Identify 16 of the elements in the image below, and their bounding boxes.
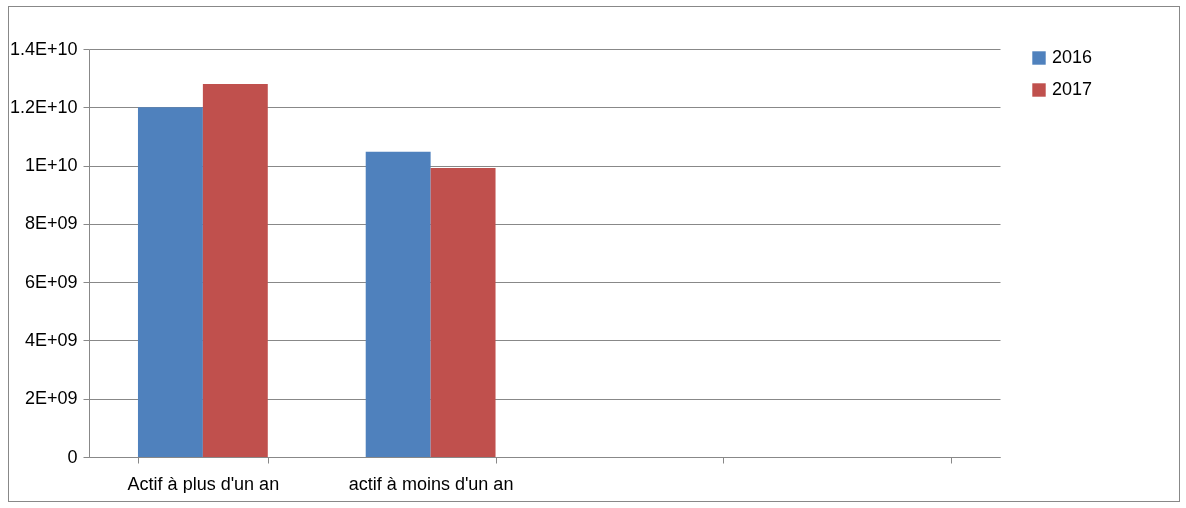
y-tick-label: 8E+09	[24, 213, 78, 234]
y-tick-label: 6E+09	[24, 271, 78, 292]
x-tick-label: actif à moins d'un an	[348, 473, 514, 494]
y-tick-label: 1.4E+10	[9, 38, 78, 59]
y-tick-label: 1E+10	[24, 155, 78, 176]
y-tick-label: 0	[67, 446, 78, 467]
legend-label: 2016	[1052, 47, 1093, 67]
y-tick-label: 2E+09	[24, 388, 78, 409]
x-tick-label: Actif à plus d'un an	[127, 473, 280, 494]
y-tick-label: 4E+09	[24, 329, 78, 350]
bar	[430, 167, 496, 457]
y-tick-label: 1.2E+10	[9, 96, 78, 117]
bar	[137, 107, 203, 457]
legend-label: 2017	[1052, 79, 1093, 99]
bar	[202, 83, 268, 457]
bar	[365, 151, 431, 457]
